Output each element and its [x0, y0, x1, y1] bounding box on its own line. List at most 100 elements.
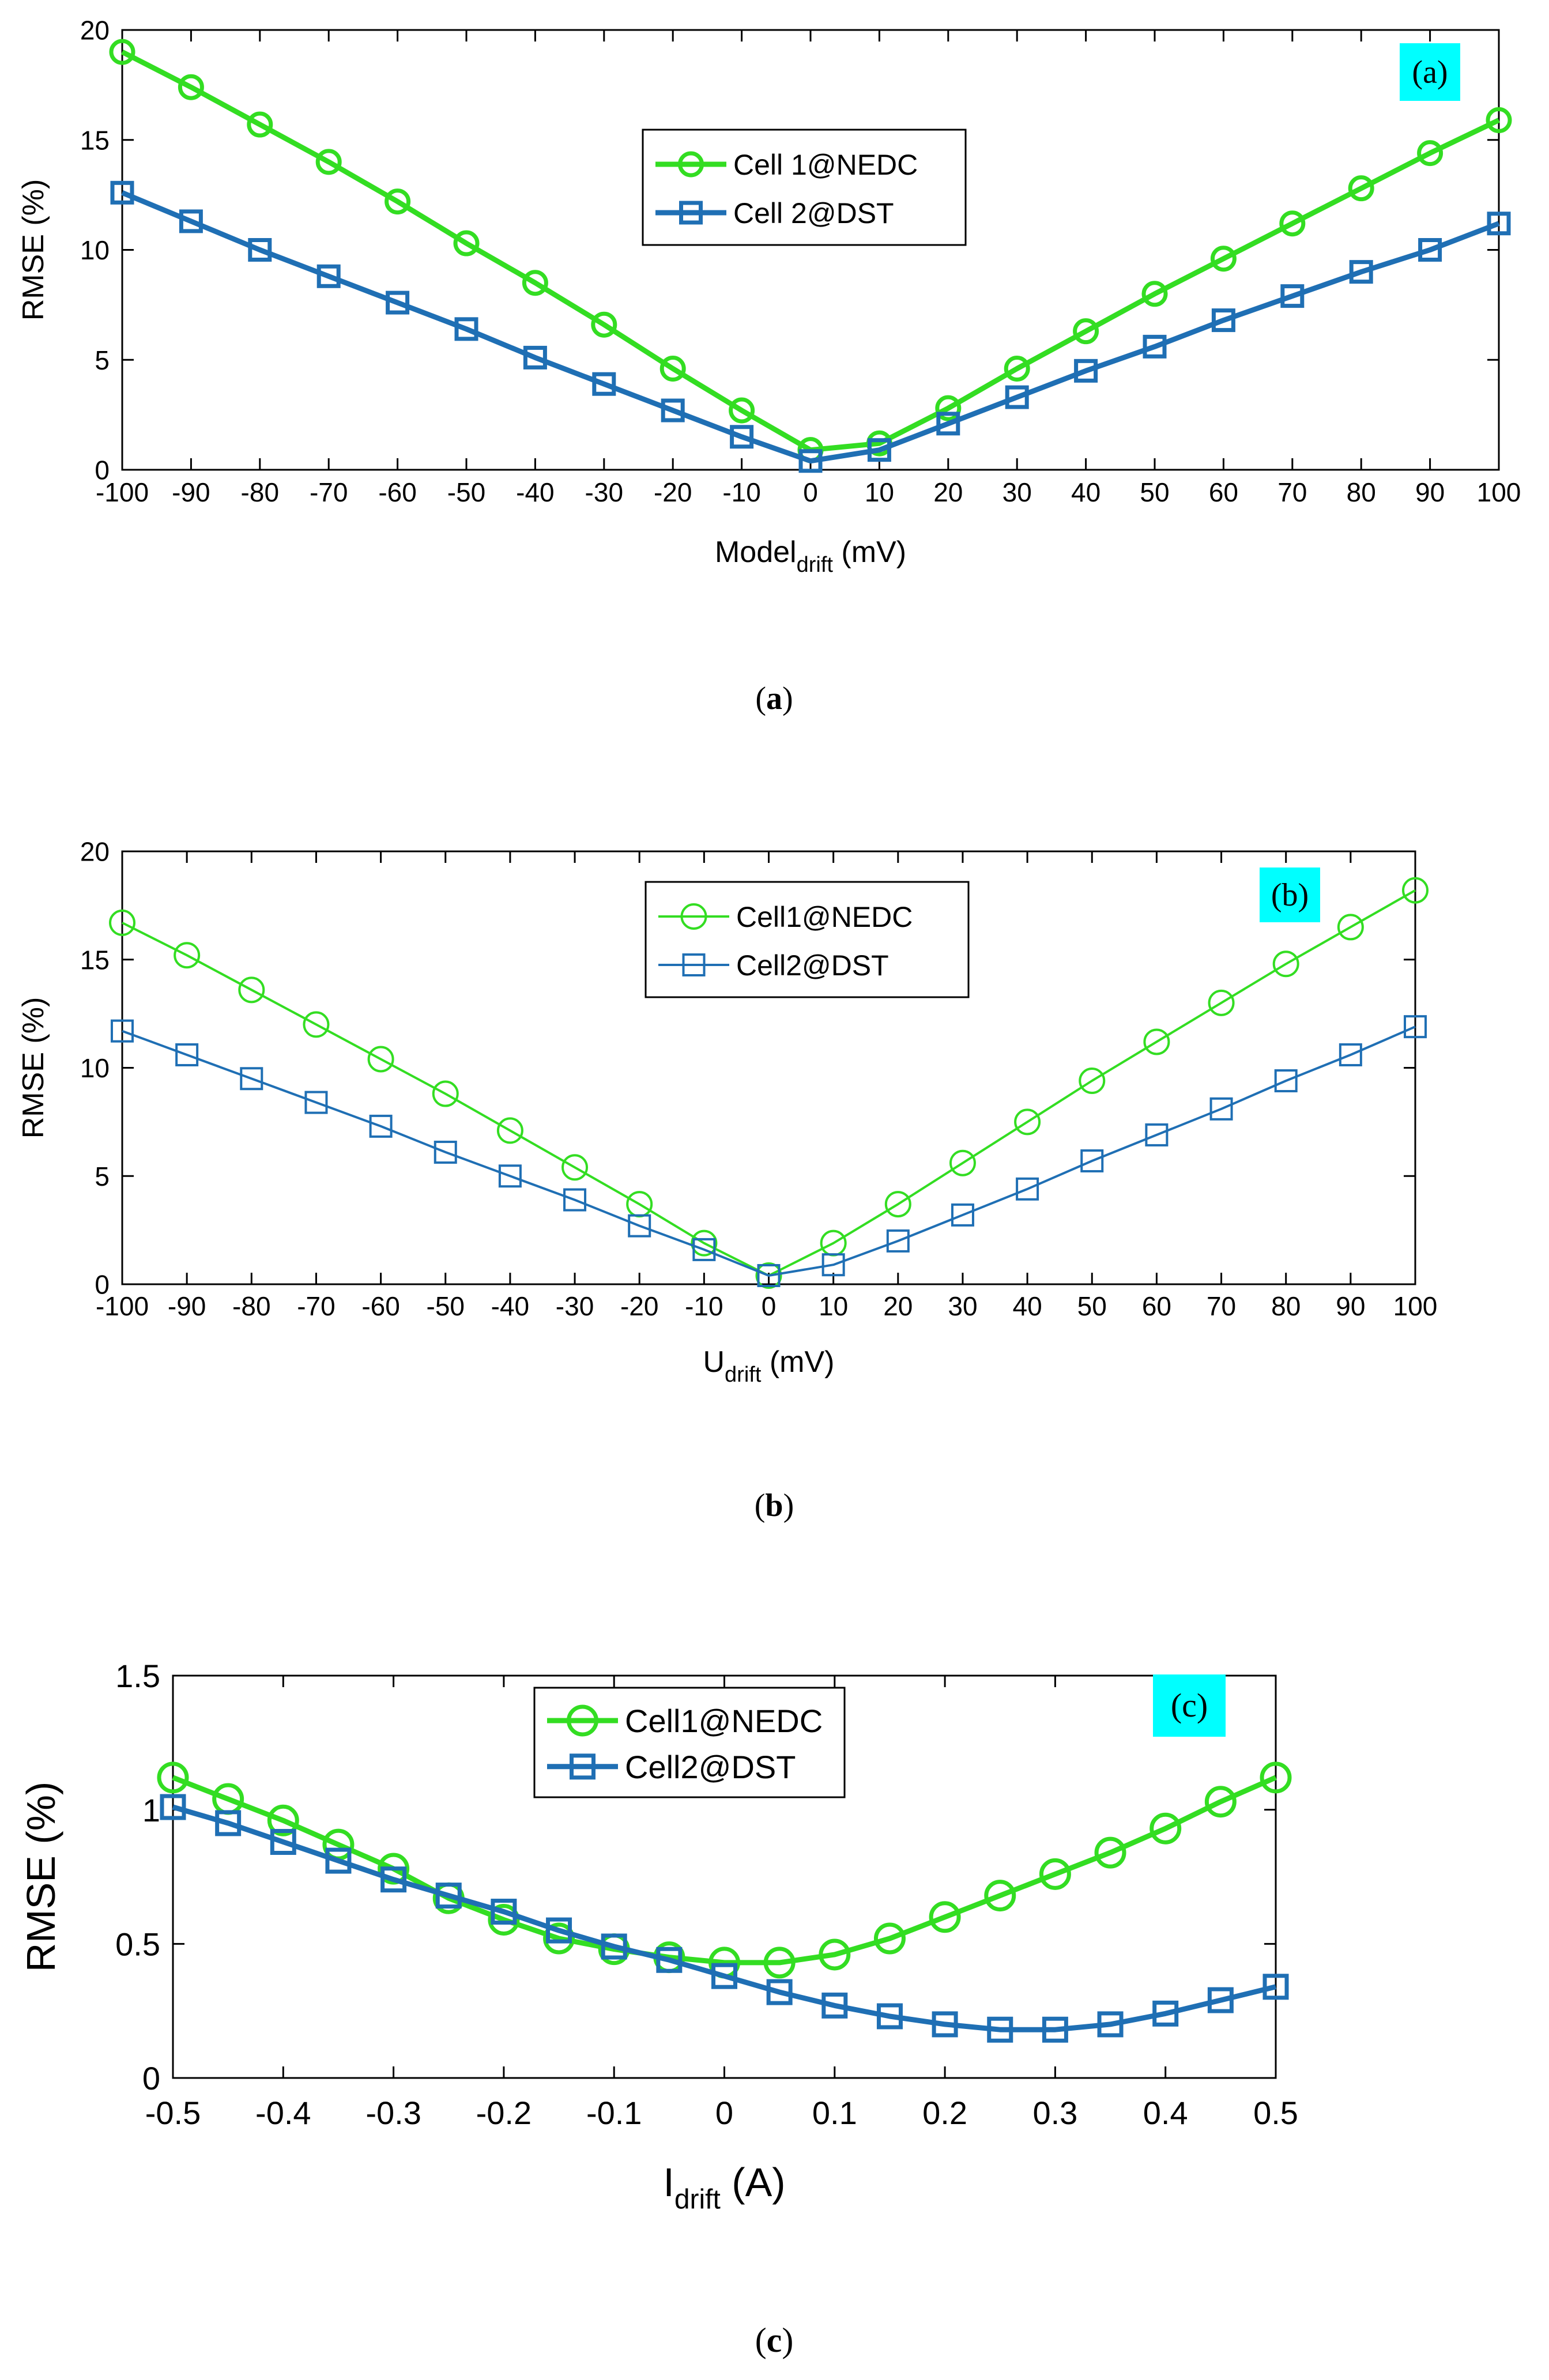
data-point-square	[563, 1188, 587, 1212]
caption-open-paren: (	[755, 1488, 766, 1523]
data-point-circle	[109, 39, 135, 65]
x-axis-label-unit: (mV)	[761, 1345, 834, 1379]
caption-open-paren: (	[755, 681, 766, 716]
y-tick-label: 0	[142, 2060, 160, 2096]
x-tick-label: 100	[1393, 1291, 1438, 1321]
x-tick-label: 0.2	[922, 2095, 967, 2131]
data-point-circle	[174, 942, 201, 969]
data-point-circle	[1279, 210, 1306, 237]
x-tick-label: -40	[516, 477, 554, 507]
x-tick-label: 0	[803, 477, 818, 507]
x-tick-label: -80	[232, 1291, 270, 1321]
legend-item-2: Cell2@DST	[547, 1749, 796, 1785]
data-point-circle	[1210, 246, 1237, 272]
data-point-circle	[949, 1149, 976, 1176]
legend: Cell1@NEDC Cell2@DST	[645, 881, 970, 998]
x-axis-label: Modeldrift (mV)	[715, 535, 906, 577]
x-axis-label-unit: (A)	[721, 2160, 786, 2205]
series-line	[122, 1025, 1416, 1277]
x-tick-label: 20	[933, 477, 963, 507]
panel-caption-c: (c)	[755, 2321, 794, 2359]
data-point-square	[932, 2011, 958, 2038]
data-point-circle	[755, 1262, 782, 1289]
data-point-square	[1042, 2016, 1068, 2043]
x-tick-label: 0.4	[1143, 2095, 1188, 2131]
y-tick-label: 15	[80, 945, 110, 975]
x-axis-label: Idrift (A)	[663, 2160, 785, 2215]
x-axis-label-main: U	[703, 1345, 725, 1379]
data-point-circle	[178, 74, 204, 100]
panel-c: -0.5 -0.4 -0.3 -0.2 -0.1 0 0.1 0.2 0.3 0.4 0.5 0 0.5…	[18, 1658, 1298, 2215]
data-point-square	[1262, 1974, 1289, 2000]
y-tick-label: 10	[80, 1053, 110, 1083]
legend-item-2: Cell2@DST	[658, 949, 889, 982]
data-point-square	[270, 1829, 296, 1855]
data-point-square	[386, 291, 410, 315]
data-point-square	[1143, 334, 1167, 359]
x-tick-label: -10	[685, 1291, 723, 1321]
series-2	[111, 1015, 1427, 1287]
x-tick-label: 30	[948, 1291, 977, 1321]
data-point-square	[110, 180, 134, 205]
x-tick-label: -30	[556, 1291, 594, 1321]
data-point-circle	[729, 397, 755, 424]
data-point-square	[160, 1794, 186, 1820]
legend-marker-square	[679, 201, 703, 225]
data-point-square	[711, 1963, 737, 1989]
x-tick-label: -0.2	[476, 2095, 532, 2131]
data-point-circle	[238, 976, 265, 1004]
x-tick-label: 10	[819, 1291, 848, 1321]
x-tick-label: 0	[762, 1291, 777, 1321]
data-point-square	[1487, 212, 1511, 236]
data-point-circle	[935, 395, 962, 421]
data-point-square	[661, 398, 685, 423]
legend-label: Cell 1@NEDC	[733, 149, 918, 181]
panel-caption-a: (a)	[755, 681, 793, 716]
data-point-circle	[691, 1229, 718, 1257]
x-tick-label: 80	[1347, 477, 1376, 507]
panel-tag: (c)	[1153, 1674, 1226, 1737]
series-1	[157, 1762, 1292, 1979]
series-2	[160, 1794, 1289, 2043]
legend-marker-square	[570, 1753, 596, 1780]
x-tick-label: 20	[883, 1291, 913, 1321]
x-tick-label: 0.3	[1032, 2095, 1077, 2131]
legend-box	[645, 881, 970, 998]
data-point-square	[1145, 1123, 1169, 1146]
x-tick-label: 90	[1415, 477, 1445, 507]
legend-item-2: Cell 2@DST	[655, 197, 894, 229]
legend-label: Cell 2@DST	[733, 197, 894, 229]
data-point-circle	[367, 1046, 394, 1073]
x-tick-label: -60	[361, 1291, 400, 1321]
data-point-square	[546, 1917, 572, 1944]
data-point-circle	[591, 311, 617, 338]
x-tick-label: 60	[1142, 1291, 1171, 1321]
x-tick-label: 10	[865, 477, 894, 507]
panel-tag: (b)	[1260, 867, 1320, 922]
x-tick-label: -100	[96, 1291, 149, 1321]
legend-label: Cell1@NEDC	[736, 901, 913, 933]
data-point-circle	[1004, 356, 1030, 382]
data-point-circle	[659, 356, 686, 382]
data-point-square	[936, 412, 960, 436]
data-point-circle	[1073, 318, 1099, 345]
caption-open-paren: (	[755, 2321, 767, 2359]
data-point-circle	[1079, 1068, 1106, 1095]
data-point-square	[1274, 1069, 1298, 1093]
data-point-square	[380, 1866, 407, 1893]
legend-box	[642, 129, 967, 246]
data-point-circle	[378, 1853, 410, 1885]
legend-item-1: Cell1@NEDC	[547, 1703, 823, 1739]
data-point-circle	[1208, 989, 1235, 1016]
data-point-circle	[984, 1880, 1016, 1912]
legend-marker-square	[682, 953, 706, 976]
panel-tag-box	[1260, 867, 1320, 922]
data-point-square	[601, 1933, 627, 1960]
caption-letter: c	[767, 2321, 782, 2359]
data-point-square	[523, 345, 547, 369]
plot-frame	[121, 29, 1500, 471]
data-point-square	[730, 425, 754, 449]
data-point-circle	[157, 1762, 189, 1794]
x-axis-label-subscript: drift	[797, 553, 834, 577]
data-point-square	[1080, 1149, 1104, 1172]
